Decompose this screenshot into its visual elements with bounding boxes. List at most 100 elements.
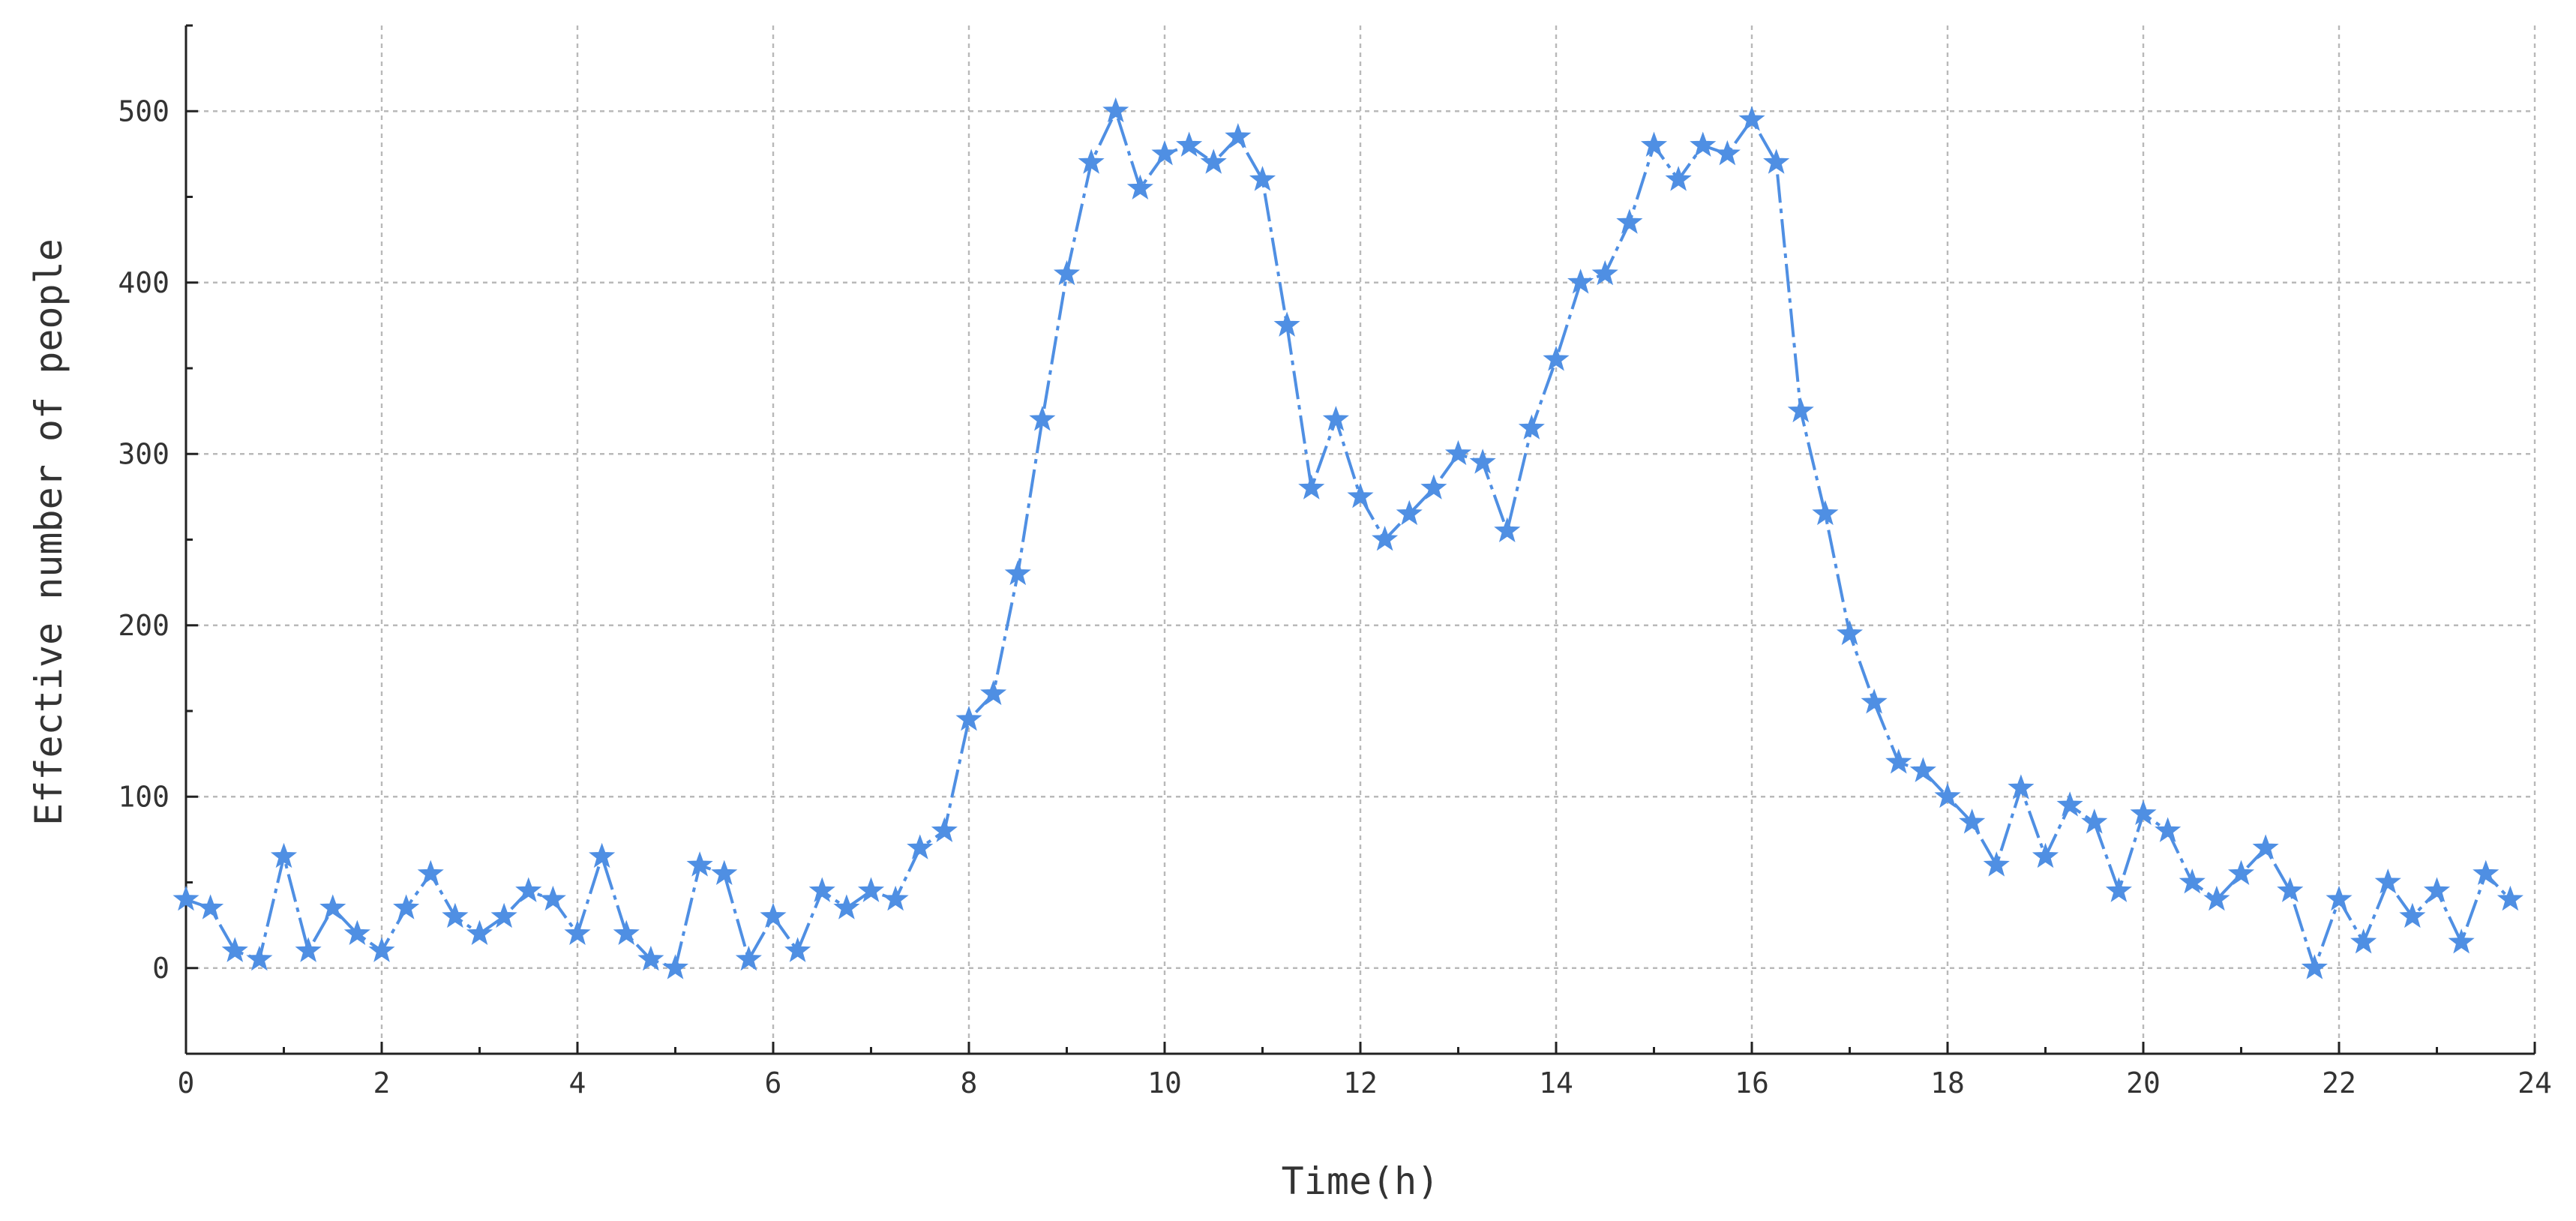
star-marker xyxy=(2374,868,2401,894)
star-marker xyxy=(2326,885,2353,911)
star-marker xyxy=(442,902,469,928)
star-marker xyxy=(931,817,958,842)
star-marker xyxy=(2105,877,2132,902)
x-tick-label: 0 xyxy=(178,1066,195,1100)
star-marker xyxy=(172,885,199,911)
star-marker xyxy=(833,894,860,920)
star-marker xyxy=(1126,174,1153,200)
x-tick-label: 18 xyxy=(1930,1066,1965,1100)
star-marker xyxy=(1053,260,1081,286)
star-marker xyxy=(637,945,664,971)
star-marker xyxy=(1591,260,1618,286)
star-marker xyxy=(417,860,444,886)
star-marker xyxy=(1029,406,1056,431)
x-axis-label: Time(h) xyxy=(1282,1160,1440,1203)
star-marker xyxy=(2423,877,2451,902)
star-marker xyxy=(857,877,885,902)
star-marker xyxy=(1004,560,1031,586)
star-marker xyxy=(270,842,298,868)
series-line xyxy=(185,110,2512,970)
star-marker xyxy=(1885,748,1912,774)
star-marker xyxy=(539,885,566,911)
star-marker xyxy=(2056,791,2083,817)
y-tick-label: 100 xyxy=(118,780,169,813)
star-marker xyxy=(1714,140,1741,166)
star-marker xyxy=(2301,954,2328,980)
star-marker xyxy=(808,877,835,902)
star-marker xyxy=(1249,166,1276,191)
star-marker xyxy=(2155,817,2182,842)
x-tick-label: 22 xyxy=(2322,1066,2356,1100)
star-marker xyxy=(1469,448,1496,474)
y-tick-label: 400 xyxy=(118,266,169,299)
star-marker xyxy=(2277,877,2304,902)
star-marker xyxy=(1983,851,2010,877)
star-marker xyxy=(1298,474,1325,500)
star-marker xyxy=(1787,397,1814,423)
y-tick-label: 0 xyxy=(152,952,169,985)
axes xyxy=(184,24,2536,1055)
star-marker xyxy=(197,894,224,920)
star-marker xyxy=(661,954,689,980)
star-marker xyxy=(295,937,322,962)
star-marker xyxy=(1861,688,1888,714)
star-marker xyxy=(1640,131,1668,157)
x-tick-label: 6 xyxy=(765,1066,782,1100)
star-marker xyxy=(735,945,762,971)
x-tick-label: 12 xyxy=(1343,1066,1378,1100)
star-marker xyxy=(1763,148,1790,174)
star-marker xyxy=(1836,620,1864,646)
star-marker xyxy=(2350,928,2377,954)
star-marker xyxy=(246,945,273,971)
star-marker xyxy=(2008,774,2035,800)
star-marker xyxy=(882,885,909,911)
star-marker xyxy=(760,902,787,928)
star-marker xyxy=(1959,808,1986,834)
x-tick-label: 8 xyxy=(961,1066,978,1100)
star-marker xyxy=(1078,148,1105,174)
star-marker xyxy=(1396,500,1423,526)
x-tick-label: 16 xyxy=(1735,1066,1769,1100)
star-marker xyxy=(1347,482,1374,508)
star-marker xyxy=(393,894,420,920)
x-tick-label: 20 xyxy=(2126,1066,2161,1100)
star-marker xyxy=(2399,902,2426,928)
star-marker xyxy=(1372,526,1399,551)
star-marker xyxy=(1738,106,1765,131)
star-marker xyxy=(589,842,616,868)
star-marker xyxy=(2203,885,2230,911)
star-marker xyxy=(1934,782,1961,808)
y-tick-label: 200 xyxy=(118,609,169,642)
star-marker xyxy=(1665,166,1692,191)
star-marker xyxy=(564,920,591,945)
star-marker xyxy=(343,920,370,945)
star-marker xyxy=(613,920,640,945)
star-marker xyxy=(2081,808,2108,834)
star-marker xyxy=(2032,842,2059,868)
star-marker xyxy=(711,860,738,886)
star-marker xyxy=(1225,123,1252,148)
star-marker xyxy=(1567,268,1594,294)
star-marker xyxy=(466,920,493,945)
x-tick-label: 4 xyxy=(569,1066,586,1100)
star-marker xyxy=(955,705,982,731)
star-marker xyxy=(319,894,346,920)
star-marker xyxy=(2448,928,2475,954)
star-marker xyxy=(2252,834,2279,860)
star-marker xyxy=(1518,414,1545,440)
star-marker xyxy=(1494,517,1521,543)
star-marker xyxy=(1176,131,1203,157)
star-marker xyxy=(1151,140,1178,166)
x-tick-label: 14 xyxy=(1539,1066,1573,1100)
x-tick-label: 10 xyxy=(1147,1066,1182,1100)
y-tick-label: 500 xyxy=(118,94,169,128)
star-marker xyxy=(1690,131,1717,157)
star-marker xyxy=(221,937,248,962)
star-marker xyxy=(2227,860,2255,886)
star-marker xyxy=(1273,311,1300,337)
star-marker xyxy=(1102,97,1129,123)
star-marker xyxy=(1616,208,1643,234)
star-marker xyxy=(1909,757,1936,782)
star-marker xyxy=(907,834,934,860)
